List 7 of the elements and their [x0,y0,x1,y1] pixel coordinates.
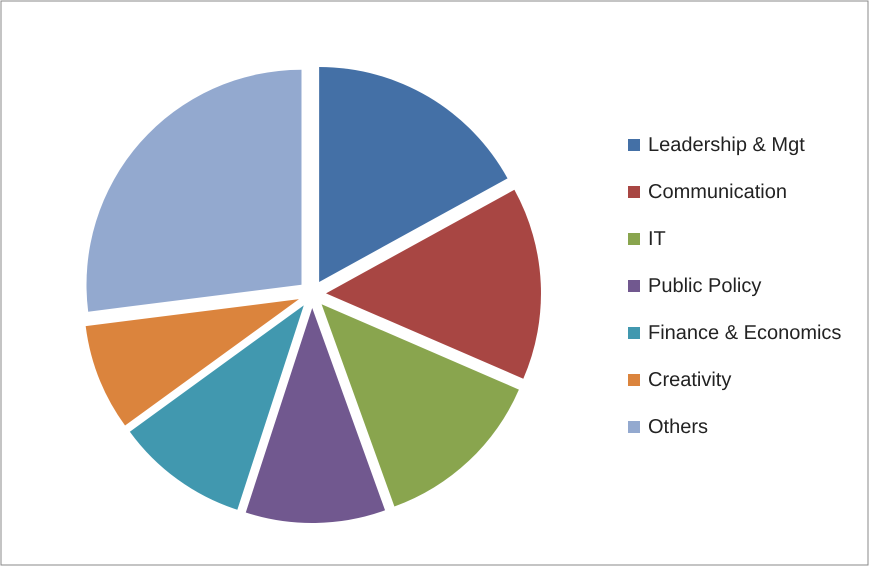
legend-label: Communication [648,181,787,203]
legend-label: Leadership & Mgt [648,134,806,156]
legend-label: Finance & Economics [648,322,842,344]
legend-label: Creativity [648,369,732,391]
legend-label: Others [648,416,708,438]
legend-label: Public Policy [648,275,762,297]
legend-label: IT [648,228,666,250]
